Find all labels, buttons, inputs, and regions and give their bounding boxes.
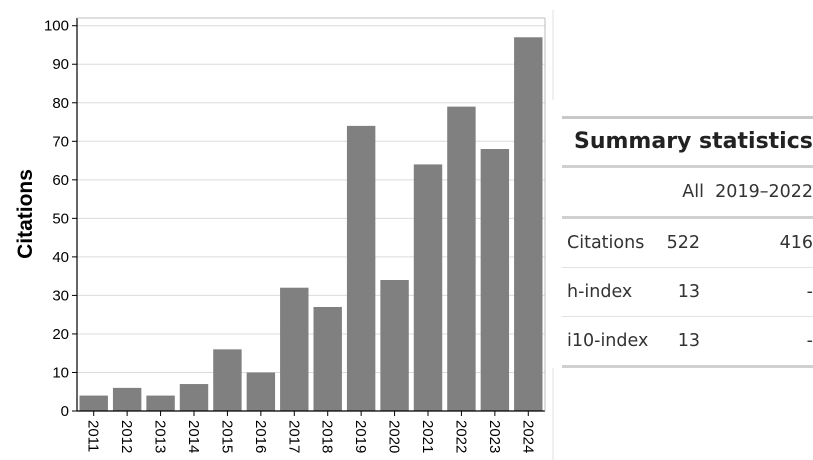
x-tick-label: 2015 — [218, 420, 235, 453]
header-rule — [562, 216, 813, 219]
bar-2024 — [514, 37, 543, 411]
bar-2023 — [480, 149, 510, 411]
table-row-citations: Citations 522 416 — [562, 219, 813, 267]
x-tick-label: 2018 — [319, 420, 336, 453]
row-recent-value: - — [806, 282, 813, 302]
y-tick-label: 90 — [52, 56, 69, 73]
bar-2021 — [413, 164, 443, 411]
row-label: h-index — [567, 282, 633, 302]
grid-lines — [77, 25, 545, 373]
bar-2011 — [79, 395, 108, 411]
x-tick-label: 2019 — [352, 420, 369, 453]
y-tick-label: 60 — [52, 172, 69, 189]
x-tick-label: 2017 — [285, 420, 302, 453]
bar-2016 — [246, 372, 276, 411]
row-rule — [562, 267, 813, 268]
y-tick-label: 70 — [52, 133, 69, 150]
y-tick-labels: 0 10 20 30 40 50 60 70 80 90 100 — [44, 18, 69, 420]
y-tick-label: 50 — [52, 210, 69, 227]
y-tick-label: 0 — [61, 403, 69, 420]
x-tick-label: 2012 — [118, 420, 135, 453]
y-axis-label: Citations — [14, 169, 37, 259]
row-all-value: 13 — [677, 331, 700, 351]
axes — [72, 10, 554, 460]
bar-2018 — [313, 306, 342, 411]
row-label: i10-index — [567, 331, 649, 351]
x-tick-label: 2016 — [252, 420, 269, 453]
bar-2017 — [280, 287, 309, 411]
row-label: Citations — [567, 233, 645, 253]
bars — [79, 37, 543, 411]
table-bottom-rule — [562, 365, 813, 368]
table-row-i10-index: i10-index 13 - — [562, 317, 813, 365]
y-tick-label: 20 — [52, 326, 69, 343]
x-tick-label: 2022 — [452, 420, 469, 453]
table-header-row: All 2019–2022 — [562, 168, 813, 216]
x-tick-label: 2024 — [519, 420, 536, 453]
y-tick-label: 40 — [52, 249, 69, 266]
y-tick-label: 100 — [44, 18, 69, 35]
bar-2013 — [146, 395, 175, 411]
bar-2012 — [112, 387, 142, 411]
y-tick-label: 10 — [52, 364, 69, 381]
row-rule — [562, 316, 813, 317]
bar-2014 — [179, 384, 209, 411]
y-tick-label: 80 — [52, 95, 69, 112]
x-tick-label: 2011 — [85, 420, 102, 452]
bar-2022 — [447, 106, 476, 411]
x-tick-labels: 2011 2012 2013 2014 2015 2016 2017 2018 2019 2020… — [85, 420, 537, 453]
bar-2020 — [380, 280, 409, 411]
bar-2015 — [213, 349, 242, 411]
header-recent: 2019–2022 — [715, 182, 813, 202]
summary-statistics-table: Summary statistics All 2019–2022 Citatio… — [562, 116, 813, 368]
row-all-value: 13 — [677, 282, 700, 302]
x-tick-label: 2014 — [185, 420, 202, 453]
row-all-value: 522 — [666, 233, 700, 253]
header-all: All — [682, 182, 704, 202]
x-tick-label: 2021 — [419, 420, 436, 453]
bar-2019 — [346, 125, 376, 411]
row-recent-value: - — [806, 331, 813, 351]
x-tick-label: 2020 — [386, 420, 403, 453]
row-recent-value: 416 — [779, 233, 813, 253]
table-row-h-index: h-index 13 - — [562, 268, 813, 316]
summary-title: Summary statistics — [574, 129, 813, 154]
x-tick-label: 2023 — [486, 420, 503, 453]
y-tick-label: 30 — [52, 287, 69, 304]
table-top-rule — [562, 116, 813, 119]
title-rule — [562, 165, 813, 168]
x-tick-label: 2013 — [152, 420, 169, 453]
